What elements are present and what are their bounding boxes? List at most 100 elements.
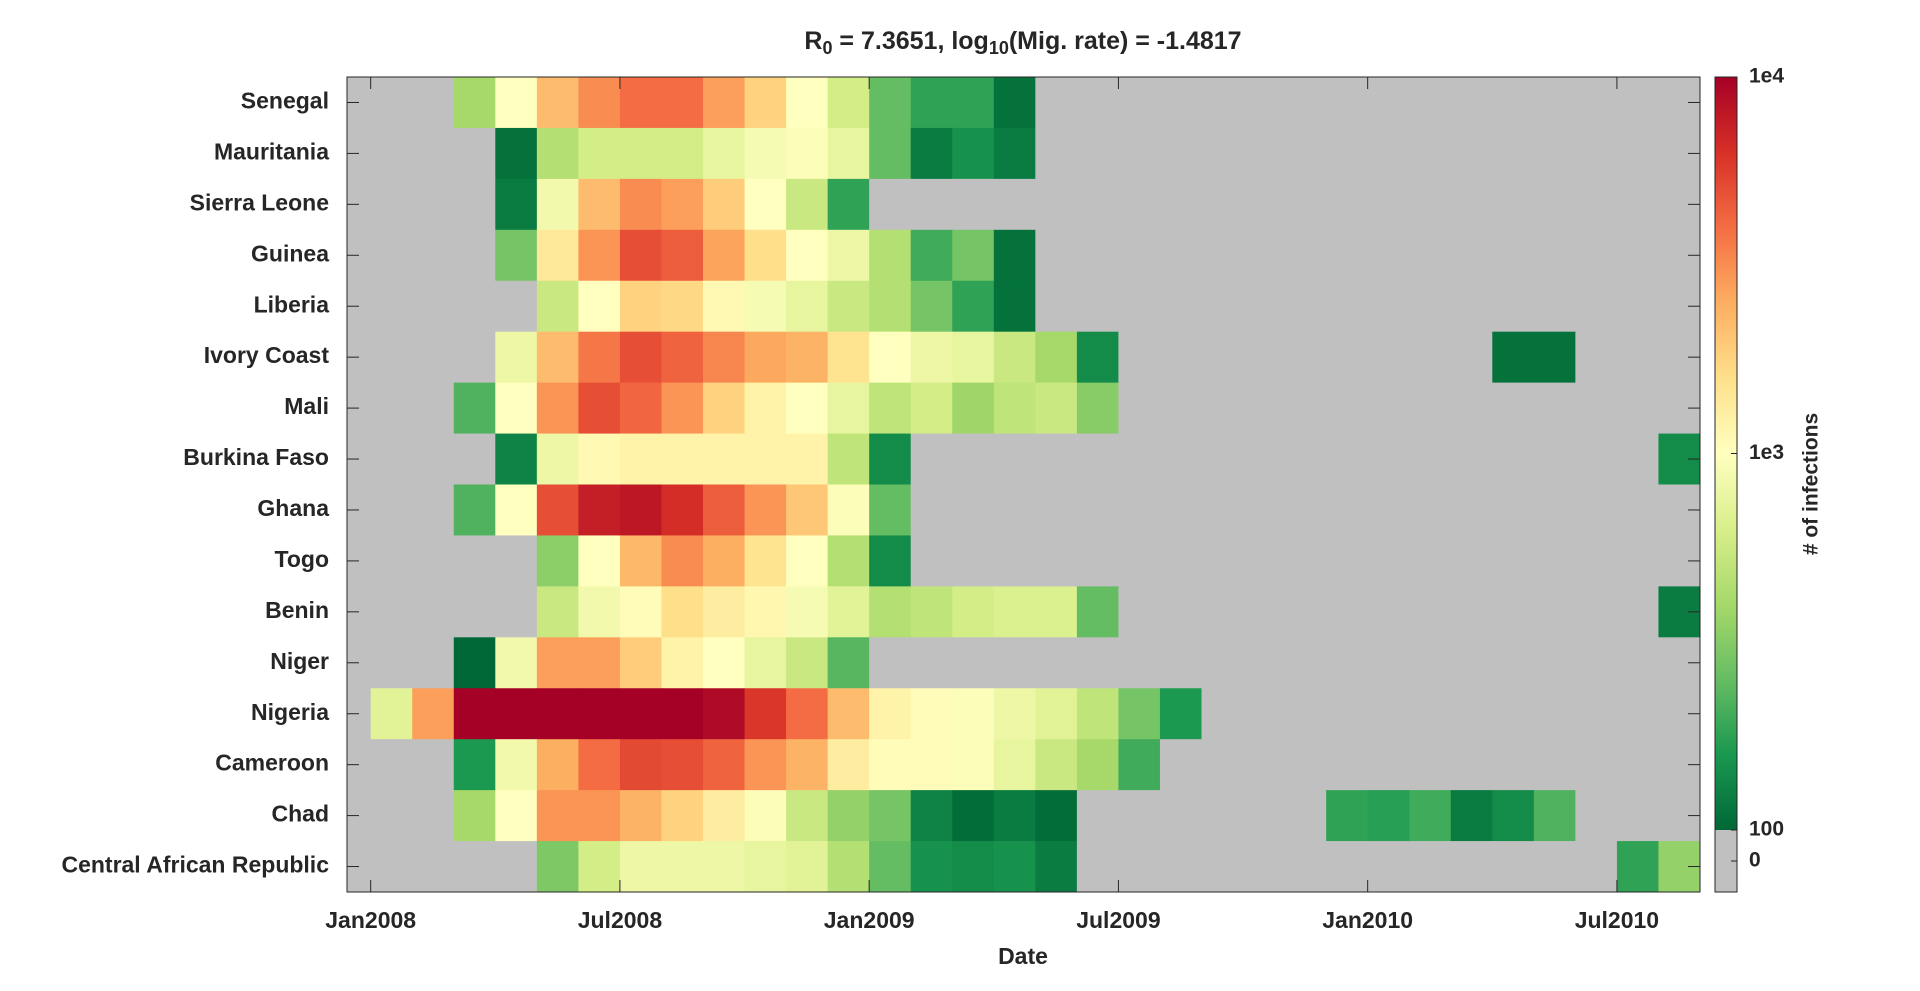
heatmap-cell [744, 637, 787, 689]
heatmap-cell [1450, 739, 1493, 791]
heatmap-cell [869, 841, 912, 893]
heatmap-cell [619, 790, 662, 842]
heatmap-cell [412, 127, 455, 180]
heatmap-cell [869, 77, 912, 129]
title-part: R [804, 27, 822, 55]
heatmap-cell [827, 77, 870, 129]
heatmap-cell [1533, 433, 1576, 485]
heatmap-cell [1035, 739, 1078, 791]
heatmap-cell [1284, 77, 1327, 129]
colorbar-tick-label: 1e4 [1749, 65, 1784, 88]
heatmap-cell [1616, 535, 1659, 587]
heatmap-cell [1326, 77, 1369, 129]
heatmap-cell [1243, 637, 1286, 689]
heatmap-cell [827, 280, 870, 333]
heatmap-cell [1326, 790, 1369, 842]
heatmap-cell [453, 637, 496, 689]
heatmap-cell [370, 77, 413, 129]
heatmap-cell [1326, 688, 1369, 740]
heatmap-cell [952, 637, 995, 689]
heatmap-cell [827, 484, 870, 536]
heatmap-cell [1118, 280, 1161, 333]
plot-frame [346, 76, 1701, 893]
heatmap-cell [993, 280, 1036, 333]
heatmap-cell [1284, 790, 1327, 842]
heatmap-cell [1450, 178, 1493, 231]
heatmap-cell [703, 178, 746, 231]
heatmap-cell [1035, 127, 1078, 180]
heatmap-cell [1243, 280, 1286, 333]
heatmap-cell [1616, 790, 1659, 842]
heatmap-cell [619, 739, 662, 791]
heatmap-cell [827, 382, 870, 435]
heatmap-cell [1243, 229, 1286, 282]
heatmap-cell [993, 688, 1036, 740]
x-axis-label: Date [998, 943, 1048, 969]
heatmap-cell [993, 382, 1036, 435]
heatmap-cell [370, 688, 413, 740]
heatmap-cell [1243, 535, 1286, 587]
heatmap-cell [1575, 433, 1618, 485]
heatmap-cell [1492, 688, 1535, 740]
heatmap-cell [1284, 331, 1327, 384]
heatmap-cell [495, 229, 538, 282]
heatmap-cell [993, 77, 1036, 129]
colorbar-tick-label: 1e3 [1749, 441, 1784, 464]
heatmap-cell [952, 586, 995, 638]
heatmap-cell [744, 382, 787, 435]
y-tick-label: Mauritania [214, 138, 329, 164]
colorbar [1715, 77, 1737, 830]
heatmap-cell [495, 586, 538, 638]
heatmap-cell [1118, 790, 1161, 842]
heatmap-cell [1367, 688, 1410, 740]
heatmap-cell [1367, 331, 1410, 384]
heatmap-cell [1450, 484, 1493, 536]
heatmap-cell [495, 790, 538, 842]
heatmap-cell [744, 127, 787, 180]
heatmap-cell [1243, 77, 1286, 129]
heatmap-cell [1409, 127, 1452, 180]
heatmap-cell [1076, 484, 1119, 536]
heatmap-cell [1035, 841, 1078, 893]
heatmap-cell [1201, 688, 1244, 740]
heatmap-cell [1076, 229, 1119, 282]
heatmap-cell [412, 433, 455, 485]
heatmap-cell [1159, 841, 1203, 893]
heatmap-cell [412, 178, 455, 231]
heatmap-cell [1243, 688, 1286, 740]
heatmap-cell [952, 790, 995, 842]
heatmap-cell [495, 127, 538, 180]
heatmap-cell [1616, 637, 1659, 689]
heatmap-cell [495, 77, 538, 129]
heatmap-cell [536, 739, 579, 791]
heatmap-cell [453, 178, 496, 231]
colorbar-tick-label: 100 [1749, 818, 1784, 841]
heatmap-cell [1118, 586, 1161, 638]
heatmap-cell [827, 178, 870, 231]
heatmap-cell [661, 790, 704, 842]
heatmap-cell [619, 127, 662, 180]
heatmap-cell [1616, 841, 1659, 893]
heatmap-cell [1118, 77, 1161, 129]
heatmap-cell [578, 331, 621, 384]
heatmap-cell [453, 586, 496, 638]
heatmap-cell [1326, 484, 1369, 536]
heatmap-cell [453, 739, 496, 791]
heatmap-cell [1118, 178, 1161, 231]
heatmap-cell [1076, 77, 1119, 129]
heatmap-cell [1533, 229, 1576, 282]
heatmap-cell [370, 586, 413, 638]
heatmap-cell [1409, 229, 1452, 282]
heatmap-cell [619, 433, 662, 485]
heatmap-cell [869, 229, 912, 282]
heatmap-cell [952, 382, 995, 435]
y-tick-label: Chad [272, 801, 330, 827]
heatmap-cell [910, 77, 953, 129]
heatmap-cell [370, 790, 413, 842]
heatmap-cell [1492, 382, 1535, 435]
heatmap-cell [578, 178, 621, 231]
heatmap-cell [1533, 841, 1576, 893]
heatmap-cell [1367, 127, 1410, 180]
heatmap-cell [1243, 331, 1286, 384]
heatmap-cell [1409, 382, 1452, 435]
